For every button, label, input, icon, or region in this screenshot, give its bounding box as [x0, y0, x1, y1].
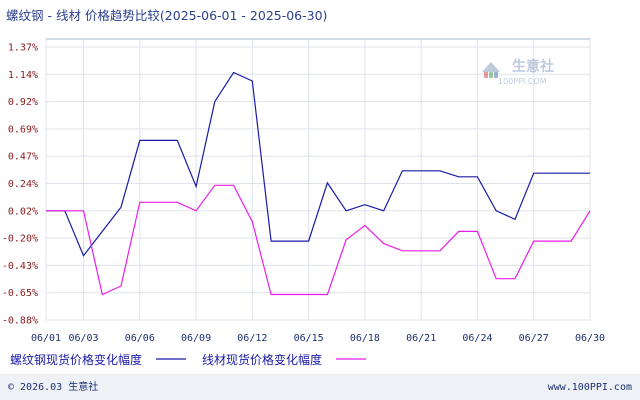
series-lines: [46, 71, 591, 296]
x-tick-label: 06/24: [462, 333, 492, 344]
y-tick-label: -0.43%: [2, 261, 38, 272]
legend-label-wire-rod: 线材现货价格变化幅度: [202, 352, 322, 367]
x-tick-label: 06/01: [31, 333, 61, 344]
x-tick-label: 06/27: [519, 333, 549, 344]
house-roof-icon: [482, 62, 500, 72]
axis-tick-labels: 1.37% 1.14% 0.92% 0.69% 0.47% 0.24% 0.02% -0.20…: [2, 43, 605, 345]
x-tick-label: 06/12: [237, 333, 267, 344]
x-tick-label: 06/30: [575, 333, 605, 344]
x-tick-label: 06/21: [406, 333, 436, 344]
watermark-brand: 生意社: [512, 58, 554, 75]
y-tick-label: 0.02%: [8, 206, 38, 217]
y-tick-label: 1.14%: [8, 70, 38, 81]
wire-rod-price-line: [46, 184, 591, 296]
y-tick-label: 0.69%: [8, 124, 38, 135]
y-tick-label: 0.47%: [8, 152, 38, 163]
watermark-url: 100PPI.COM: [498, 77, 547, 86]
x-tick-label: 06/18: [350, 333, 380, 344]
watermark-logo: 生意社 100PPI.COM: [482, 58, 554, 86]
rebar-price-line: [46, 71, 590, 257]
y-tick-label: 0.24%: [8, 179, 38, 190]
house-bar-icon: [494, 72, 498, 78]
grid-lines: [45, 39, 591, 321]
house-bar-icon: [484, 72, 488, 78]
y-tick-label: 1.37%: [8, 43, 38, 54]
y-tick-label: -0.20%: [2, 234, 38, 245]
footer-site-link[interactable]: www.100PPI.com: [548, 382, 632, 393]
legend: 螺纹钢现货价格变化幅度 线材现货价格变化幅度: [10, 352, 366, 367]
chart-title: 螺纹钢 - 线材 价格趋势比较(2025-06-01 - 2025-06-30): [6, 8, 327, 23]
house-bar-icon: [489, 72, 493, 78]
x-tick-label: 06/15: [294, 333, 324, 344]
x-tick-label: 06/09: [181, 333, 211, 344]
y-tick-label: 0.92%: [8, 97, 38, 108]
x-tick-label: 06/06: [125, 333, 155, 344]
footer-bar: [0, 376, 640, 400]
x-tick-label: 06/03: [68, 333, 98, 344]
y-tick-label: -0.88%: [2, 316, 38, 327]
footer-copyright: © 2026.03 生意社: [8, 380, 98, 393]
y-tick-label: -0.65%: [2, 288, 38, 299]
legend-label-rebar: 螺纹钢现货价格变化幅度: [10, 352, 142, 367]
